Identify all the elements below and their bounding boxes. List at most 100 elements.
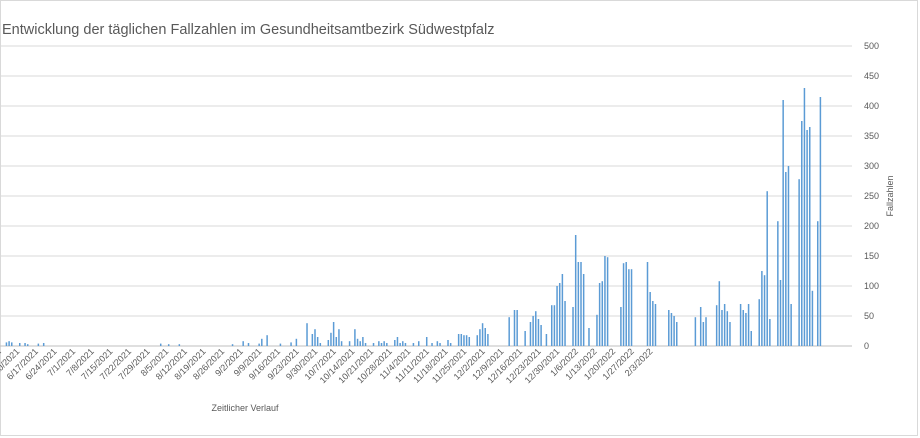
bar	[668, 310, 670, 346]
bar	[431, 343, 433, 346]
bar	[5, 342, 8, 346]
bar	[782, 100, 784, 346]
bar	[558, 283, 561, 346]
bar	[231, 344, 234, 346]
bar	[167, 344, 170, 346]
bar	[790, 304, 792, 346]
bar	[417, 341, 420, 346]
bar	[335, 337, 338, 346]
bar	[742, 310, 745, 346]
bar	[601, 281, 604, 346]
bar	[364, 343, 367, 346]
bar	[266, 335, 268, 346]
bar	[247, 343, 250, 346]
bar	[356, 338, 359, 346]
bar	[699, 307, 702, 346]
y-axis-title: Fallzahlen	[885, 175, 895, 216]
bar	[801, 121, 803, 346]
y-tick-label: 150	[864, 251, 879, 261]
y-tick-label: 450	[864, 71, 879, 81]
y-tick-label: 250	[864, 191, 879, 201]
bar	[354, 329, 356, 346]
bar	[8, 341, 10, 346]
bar	[306, 323, 308, 346]
bar	[550, 305, 553, 346]
bar	[718, 281, 721, 346]
bar	[702, 322, 705, 346]
bar	[380, 343, 383, 346]
bar	[457, 334, 460, 346]
bar	[394, 340, 396, 346]
bar	[580, 262, 582, 346]
bar	[588, 328, 590, 346]
bar	[327, 340, 330, 346]
y-tick-label: 100	[864, 281, 879, 291]
bar	[399, 343, 401, 346]
bar	[479, 329, 481, 346]
bar	[295, 338, 298, 346]
bar	[811, 290, 814, 346]
bar	[777, 221, 779, 346]
bar	[598, 283, 601, 346]
bar	[705, 317, 707, 346]
bar	[178, 344, 181, 346]
bar	[436, 341, 439, 346]
bar	[721, 310, 723, 346]
bar	[481, 323, 484, 346]
bar	[535, 311, 537, 346]
bar	[694, 317, 697, 346]
x-tick-labels: 6/3/20216/10/20216/17/20216/24/20217/1/2…	[0, 346, 655, 385]
bar	[622, 263, 625, 346]
bar	[484, 328, 486, 346]
bar	[652, 301, 654, 346]
bar	[577, 262, 580, 346]
bar	[556, 286, 558, 346]
bar	[673, 316, 675, 346]
bar	[628, 269, 630, 346]
bar	[508, 317, 510, 346]
bar	[439, 343, 441, 346]
bar	[715, 305, 718, 346]
bar	[625, 262, 627, 346]
bar	[386, 343, 388, 346]
bar	[729, 322, 731, 346]
bar	[763, 275, 766, 346]
y-tick-label: 500	[864, 41, 879, 51]
bar	[785, 172, 787, 346]
bar	[630, 269, 633, 346]
bar	[596, 314, 598, 346]
bar	[402, 341, 404, 346]
bar	[412, 343, 415, 346]
bar	[449, 343, 452, 346]
bar	[476, 335, 479, 346]
bar	[316, 337, 319, 346]
bar	[338, 329, 340, 346]
bar	[654, 304, 657, 346]
bar	[340, 341, 343, 346]
bar	[758, 299, 760, 346]
bar	[242, 341, 244, 346]
y-tick-label: 400	[864, 101, 879, 111]
bar	[529, 322, 532, 346]
bar	[378, 341, 380, 346]
bar	[606, 257, 609, 346]
bar	[582, 274, 585, 346]
bar	[819, 97, 822, 346]
bar	[670, 313, 673, 346]
bar	[572, 307, 574, 346]
bar	[513, 310, 516, 346]
chart-title: Entwicklung der täglichen Fallzahlen im …	[2, 22, 495, 38]
bar	[649, 292, 651, 346]
bar	[761, 271, 763, 346]
bar	[803, 88, 806, 346]
y-tick-label: 350	[864, 131, 879, 141]
x-axis-title: Zeitlicher Verlauf	[211, 403, 279, 413]
bar	[26, 344, 29, 346]
bar	[816, 221, 819, 346]
y-tick-label: 200	[864, 221, 879, 231]
bar	[37, 343, 40, 346]
bar	[487, 334, 489, 346]
y-tick-label: 50	[864, 311, 874, 321]
